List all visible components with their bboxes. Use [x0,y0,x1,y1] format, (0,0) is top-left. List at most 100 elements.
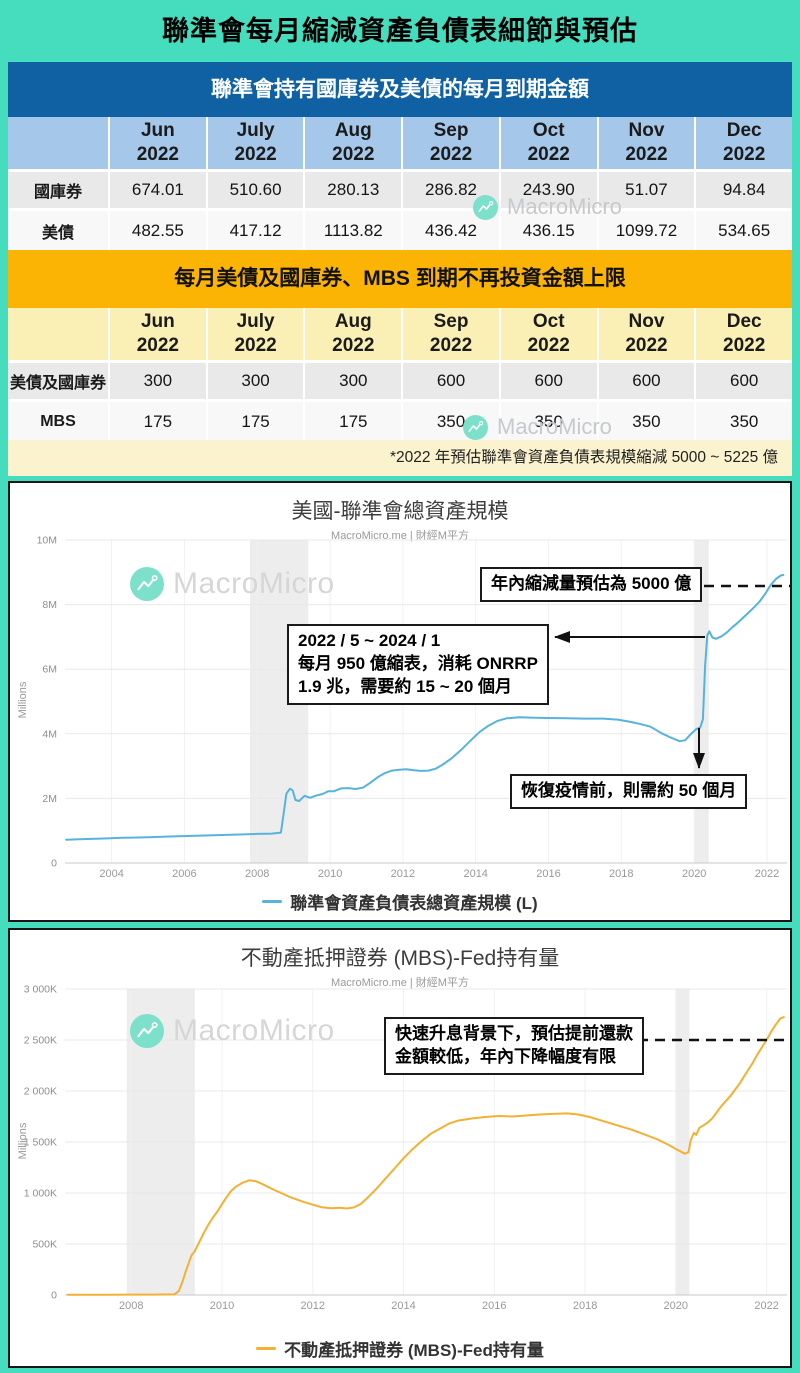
table-header-row: Jun 2022 July 2022 Aug 2022 Sep 2022 Oct 202… [8,308,792,363]
fed-total-assets-chart-panel: 美國-聯準會總資產規模 MacroMicro.me | 財經M平方 Millio… [8,481,792,922]
table-cell: 600 [403,363,501,399]
svg-text:2018: 2018 [573,1300,597,1312]
svg-text:1 000K: 1 000K [24,1188,57,1200]
column-header: Oct 2022 [501,117,599,169]
table-cell: 243.90 [501,172,599,208]
svg-text:2022: 2022 [755,868,779,880]
chart-title: 美國-聯準會總資產規模 [291,500,509,523]
table-cell: 1113.82 [305,211,404,250]
page-title: 聯準會每月縮減資產負債表細節與預估 [162,16,638,46]
annotation-rate-hike: 快速升息背景下，預估提前還款 金額較低，年內下降幅度有限 [384,1017,644,1075]
table-cell: 286.82 [403,172,501,208]
svg-text:6M: 6M [42,664,57,676]
svg-text:2016: 2016 [482,1300,506,1312]
table-cell: 417.12 [208,211,306,250]
table-cell: 482.55 [110,211,208,250]
svg-text:2018: 2018 [609,868,633,880]
svg-text:8M: 8M [42,599,57,611]
table-corner-cell [8,117,110,169]
column-header: Sep 2022 [403,308,501,360]
svg-text:500K: 500K [32,1239,57,1251]
table-cell: 1099.72 [599,211,697,250]
svg-text:2006: 2006 [172,868,196,880]
table-cell: 350 [599,402,697,441]
annotation-reduction-estimate: 年內縮減量預估為 5000 億 [480,567,703,602]
table-cell: 300 [305,363,404,399]
svg-text:3 000K: 3 000K [24,984,57,996]
table-cell: 300 [208,363,306,399]
row-label: 美債 [8,211,110,250]
svg-text:4M: 4M [42,728,57,740]
column-header: Sep 2022 [403,117,501,169]
column-header: July 2022 [208,117,306,169]
table-row: MBS 175 175 175 350 350 350 350 [8,402,792,441]
watermark-text: MacroMicro [507,194,622,219]
table-cell: 674.01 [110,172,208,208]
annotation-qt-pace: 2022 / 5 ~ 2024 / 1 每月 950 億縮表，消耗 ONRRP … [287,624,549,705]
column-header: Jun 2022 [110,117,208,169]
table-row: 美債 482.55 417.12 1113.82 436.42 436.15 1099.72… [8,211,792,250]
table-cell: 600 [599,363,697,399]
chart-legend: 不動產抵押證券 (MBS)-Fed持有量 [10,1336,790,1361]
row-label: 美債及國庫券 [8,363,110,399]
table-cell: 51.07 [599,172,697,208]
table-cell: 510.60 [208,172,306,208]
macromicro-watermark: MacroMicro [130,567,335,601]
svg-text:2022: 2022 [754,1300,778,1312]
table-cell: 436.15 [501,211,599,250]
section2-header: 每月美債及國庫券、MBS 到期不再投資金額上限 [8,250,792,308]
svg-text:2010: 2010 [210,1300,234,1312]
chart-legend: 聯準會資產負債表總資產規模 (L) [10,889,790,914]
table-cell: 175 [305,402,404,441]
svg-text:2004: 2004 [99,868,123,880]
section1-header: 聯準會持有國庫券及美債的每月到期金額 [8,62,792,117]
svg-text:2020: 2020 [664,1300,688,1312]
table-cell: 280.13 [305,172,404,208]
table-cell: 350 [403,402,501,441]
watermark-text: MacroMicro [173,567,335,600]
table-cell: 600 [501,363,599,399]
chart-subtitle: MacroMicro.me | 財經M平方 [331,977,469,989]
svg-text:2008: 2008 [245,868,269,880]
column-header: Dec 2022 [723,311,766,356]
table-cell: 175 [208,402,306,441]
svg-text:2016: 2016 [536,868,560,880]
row-label: MBS [8,402,110,441]
column-header: Jun 2022 [110,308,208,360]
footnote: *2022 年預估聯準會資產負債表規模縮減 5000 ~ 5225 億 [8,440,792,476]
column-header: Nov 2022 [599,308,697,360]
macromicro-logo-icon [473,194,498,220]
svg-text:2M: 2M [42,793,57,805]
svg-text:2 000K: 2 000K [24,1086,57,1098]
svg-text:1 500K: 1 500K [24,1137,57,1149]
table-cell: 300 [110,363,208,399]
macromicro-logo-icon [130,567,164,601]
treasury-maturity-table: Jun 2022 July 2022 Aug 2022 Sep 2022 Oct 202… [8,117,792,250]
mbs-holdings-chart: 2008 2010 2012 2014 2016 2018 2020 2022 3 000K 2 … [24,984,790,1312]
macromicro-logo-icon [463,414,488,440]
fed-total-assets-chart: 2004 2006 2008 2010 2012 2014 2016 2018 2020 2022… [37,535,790,880]
svg-text:2020: 2020 [682,868,706,880]
table-cell: 350 [729,411,759,431]
macromicro-logo-icon [130,1014,164,1048]
svg-text:2012: 2012 [301,1300,325,1312]
table-cell: 534.65 [718,220,771,240]
svg-text:10M: 10M [37,535,57,547]
column-header: Dec 2022 [723,120,766,165]
column-header: Nov 2022 [599,117,697,169]
table-cell: 350 [501,402,599,441]
watermark-text: MacroMicro [497,414,612,439]
legend-label: 聯準會資產負債表總資產規模 (L) [290,894,538,913]
svg-text:2014: 2014 [463,868,487,880]
svg-text:2010: 2010 [318,868,342,880]
legend-label: 不動產抵押證券 (MBS)-Fed持有量 [284,1341,544,1360]
macromicro-watermark: MacroMicro [473,194,622,220]
svg-text:0: 0 [51,1290,57,1302]
chart-subtitle: MacroMicro.me | 財經M平方 [331,530,469,542]
table-header-row: Jun 2022 July 2022 Aug 2022 Sep 2022 Oct 202… [8,117,792,172]
runoff-cap-table: Jun 2022 July 2022 Aug 2022 Sep 2022 Oct 202… [8,308,792,441]
table-cell: 436.42 [403,211,501,250]
row-label: 國庫券 [8,172,110,208]
annotation-recovery-time: 恢復疫情前，則需約 50 個月 [510,774,748,809]
